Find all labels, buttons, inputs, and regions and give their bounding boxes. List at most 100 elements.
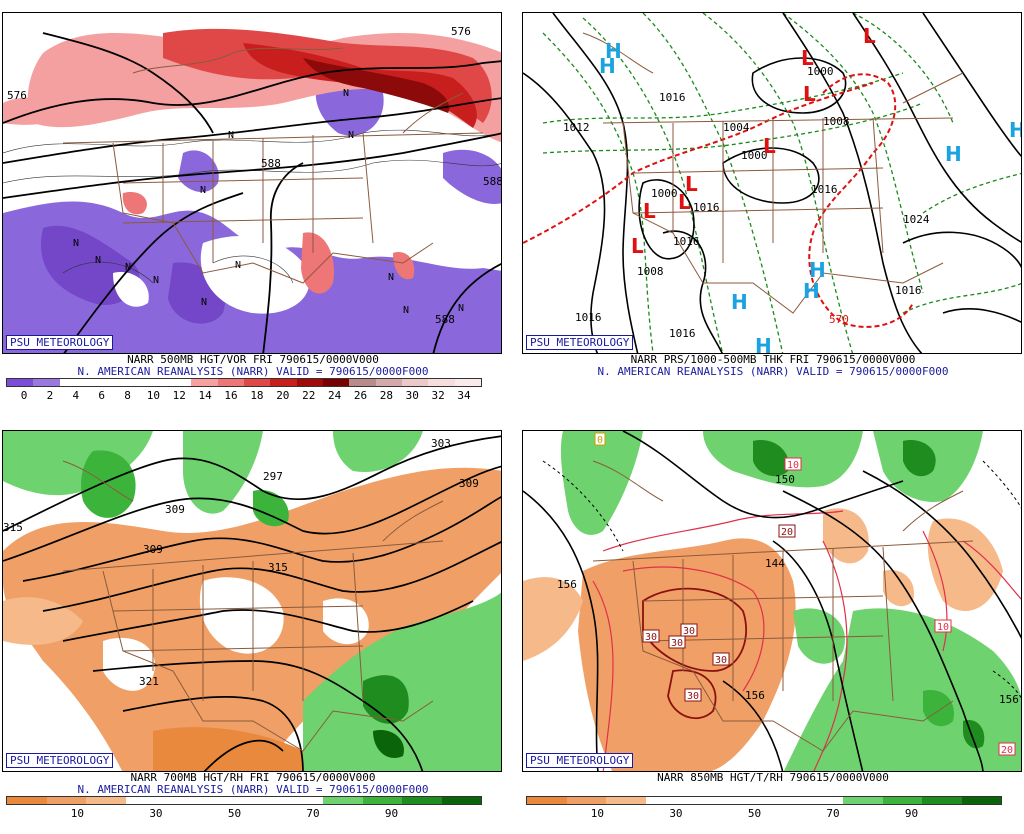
vort-n: N — [95, 255, 101, 266]
p700-label: 309 — [143, 543, 163, 556]
isobar-label: 1016 — [693, 201, 720, 214]
colorbar-swatch — [244, 797, 284, 804]
colorbar-swatch — [922, 797, 962, 804]
colorbar-swatch — [882, 797, 922, 804]
colorbar-swatch — [843, 797, 883, 804]
temp-label: 30 — [645, 632, 657, 643]
low-pressure-symbol: L — [763, 134, 776, 158]
colorbar-swatch — [86, 797, 126, 804]
p500-colorbar-ticks: 0 2 4 6 8 10 12 14 16 18 20 22 24 26 28 30 32 34 — [6, 389, 482, 402]
colorbar-swatch — [204, 797, 244, 804]
colorbar-tick-label: 4 — [72, 389, 80, 402]
vort-n: N — [153, 275, 159, 286]
high-pressure-centers: H H H H H H H H — [599, 39, 1021, 353]
map-pressure-svg: 1016 1012 1004 1008 1000 1000 1000 1016 … — [523, 13, 1021, 353]
colorbar-tick-label: 8 — [124, 389, 131, 402]
p700-label: 321 — [139, 675, 159, 688]
psu-logo: PSU METEOROLOGY — [526, 753, 634, 768]
isobar-label: 1008 — [823, 115, 850, 128]
temp-label: 30 — [715, 655, 727, 666]
map-pressure-thickness: 1016 1012 1004 1008 1000 1000 1000 1016 … — [522, 12, 1022, 354]
p700-label: 309 — [165, 503, 185, 516]
high-pressure-symbol: H — [605, 39, 622, 63]
colorbar-swatch — [362, 797, 402, 804]
p1000-contour-labels: 1016 1012 1004 1008 1000 1000 1000 1016 … — [563, 65, 930, 340]
vort-n: N — [228, 130, 234, 141]
low-pressure-symbol: L — [631, 234, 644, 258]
colorbar-tick-label: 70 — [826, 807, 840, 820]
colorbar-swatch — [724, 797, 764, 804]
colorbar-swatch — [764, 797, 804, 804]
high-pressure-symbol: H — [809, 258, 826, 282]
temp-label: 20 — [1001, 745, 1013, 756]
colorbar-tick-label: 32 — [431, 389, 445, 402]
high-pressure-symbol: H — [945, 142, 962, 166]
colorbar-tick-label: 30 — [149, 807, 163, 820]
psu-logo: PSU METEOROLOGY — [6, 753, 114, 768]
p700-label: 309 — [459, 477, 479, 490]
p850-label: 144 — [765, 557, 785, 570]
colorbar-swatch — [375, 379, 402, 386]
p850-height-labels: 156 150 144 156 156 — [557, 473, 1019, 706]
high-pressure-symbol: H — [803, 279, 820, 303]
p700-label: 297 — [263, 470, 283, 483]
temp-label: 0 — [597, 435, 603, 446]
isobar-label: 1008 — [637, 265, 664, 278]
colorbar-swatch — [401, 379, 429, 386]
colorbar-tick-label: 50 — [227, 807, 242, 820]
colorbar-tick-label: 28 — [379, 389, 393, 402]
panel-500mb-hgt-vor: 576 588 588 588 576 N N N N N N N N N N … — [2, 12, 504, 416]
colorbar-swatch — [164, 379, 192, 386]
isobar-label: 1016 — [811, 183, 838, 196]
map-500mb: 576 588 588 588 576 N N N N N N N N N N … — [2, 12, 502, 354]
colorbar-swatch — [402, 797, 442, 804]
p500-vort-symbols: N N N N N N N N N N N N N — [73, 88, 464, 316]
colorbar-swatch — [322, 379, 350, 386]
colorbar-tick-label: 24 — [327, 389, 342, 402]
colorbar-swatch — [59, 379, 86, 386]
colorbar-swatch — [323, 797, 363, 804]
colorbar-tick-label: 0 — [20, 389, 28, 402]
p700-colorbar — [6, 796, 482, 805]
vort-n: N — [458, 303, 464, 314]
vort-n: N — [388, 272, 394, 283]
low-pressure-symbol: L — [863, 24, 876, 48]
map-500mb-svg: 576 588 588 588 576 N N N N N N N N N N … — [3, 25, 501, 353]
low-pressure-symbol: L — [685, 172, 698, 196]
low-pressure-symbol: L — [801, 46, 814, 70]
isobar-label: 1016 — [895, 284, 922, 297]
colorbar-swatch — [217, 379, 244, 386]
temp-label: 30 — [671, 638, 683, 649]
isobar-label: 1016 — [669, 327, 696, 340]
vort-n: N — [73, 238, 79, 249]
colorbar-swatch — [349, 379, 376, 386]
p850-label: 150 — [775, 473, 795, 486]
colorbar-tick-label: 10 — [590, 807, 605, 820]
p500-colorbar — [6, 378, 482, 387]
p850-caption-title: NARR 850MB HGT/T/RH 790615/0000V000 — [657, 771, 889, 784]
isobar-label: 1012 — [563, 121, 590, 134]
map-700mb-svg: 297 303 309 309 315 309 315 321 — [3, 431, 501, 771]
colorbar-tick-label: 34 — [457, 389, 471, 402]
colorbar-swatch — [7, 797, 47, 804]
p850-label: 156 — [557, 578, 577, 591]
vort-n: N — [201, 297, 207, 308]
colorbar-tick-label: 30 — [405, 389, 419, 402]
temp-label: 30 — [687, 691, 699, 702]
colorbar-tick-label: 18 — [250, 389, 264, 402]
vort-n: N — [348, 130, 354, 141]
temp-label: 30 — [683, 626, 695, 637]
temp-label: 10 — [937, 622, 949, 633]
colorbar-swatch — [283, 797, 323, 804]
colorbar-swatch — [191, 379, 218, 386]
map-850mb-svg: 156 150 144 156 156 10 20 30 30 30 30 — [523, 431, 1021, 771]
colorbar-tick-label: 14 — [198, 389, 212, 402]
colorbar-tick-label: 50 — [747, 807, 762, 820]
colorbar-swatch — [454, 379, 481, 386]
colorbar-tick-label: 10 — [70, 807, 85, 820]
isobar-label: 1000 — [651, 187, 678, 200]
colorbar-swatch — [7, 379, 34, 386]
colorbar-swatch — [606, 797, 646, 804]
p500-caption-title: NARR 500MB HGT/VOR FRI 790615/0000V000 — [127, 353, 379, 366]
isobar-label: 1004 — [723, 121, 750, 134]
